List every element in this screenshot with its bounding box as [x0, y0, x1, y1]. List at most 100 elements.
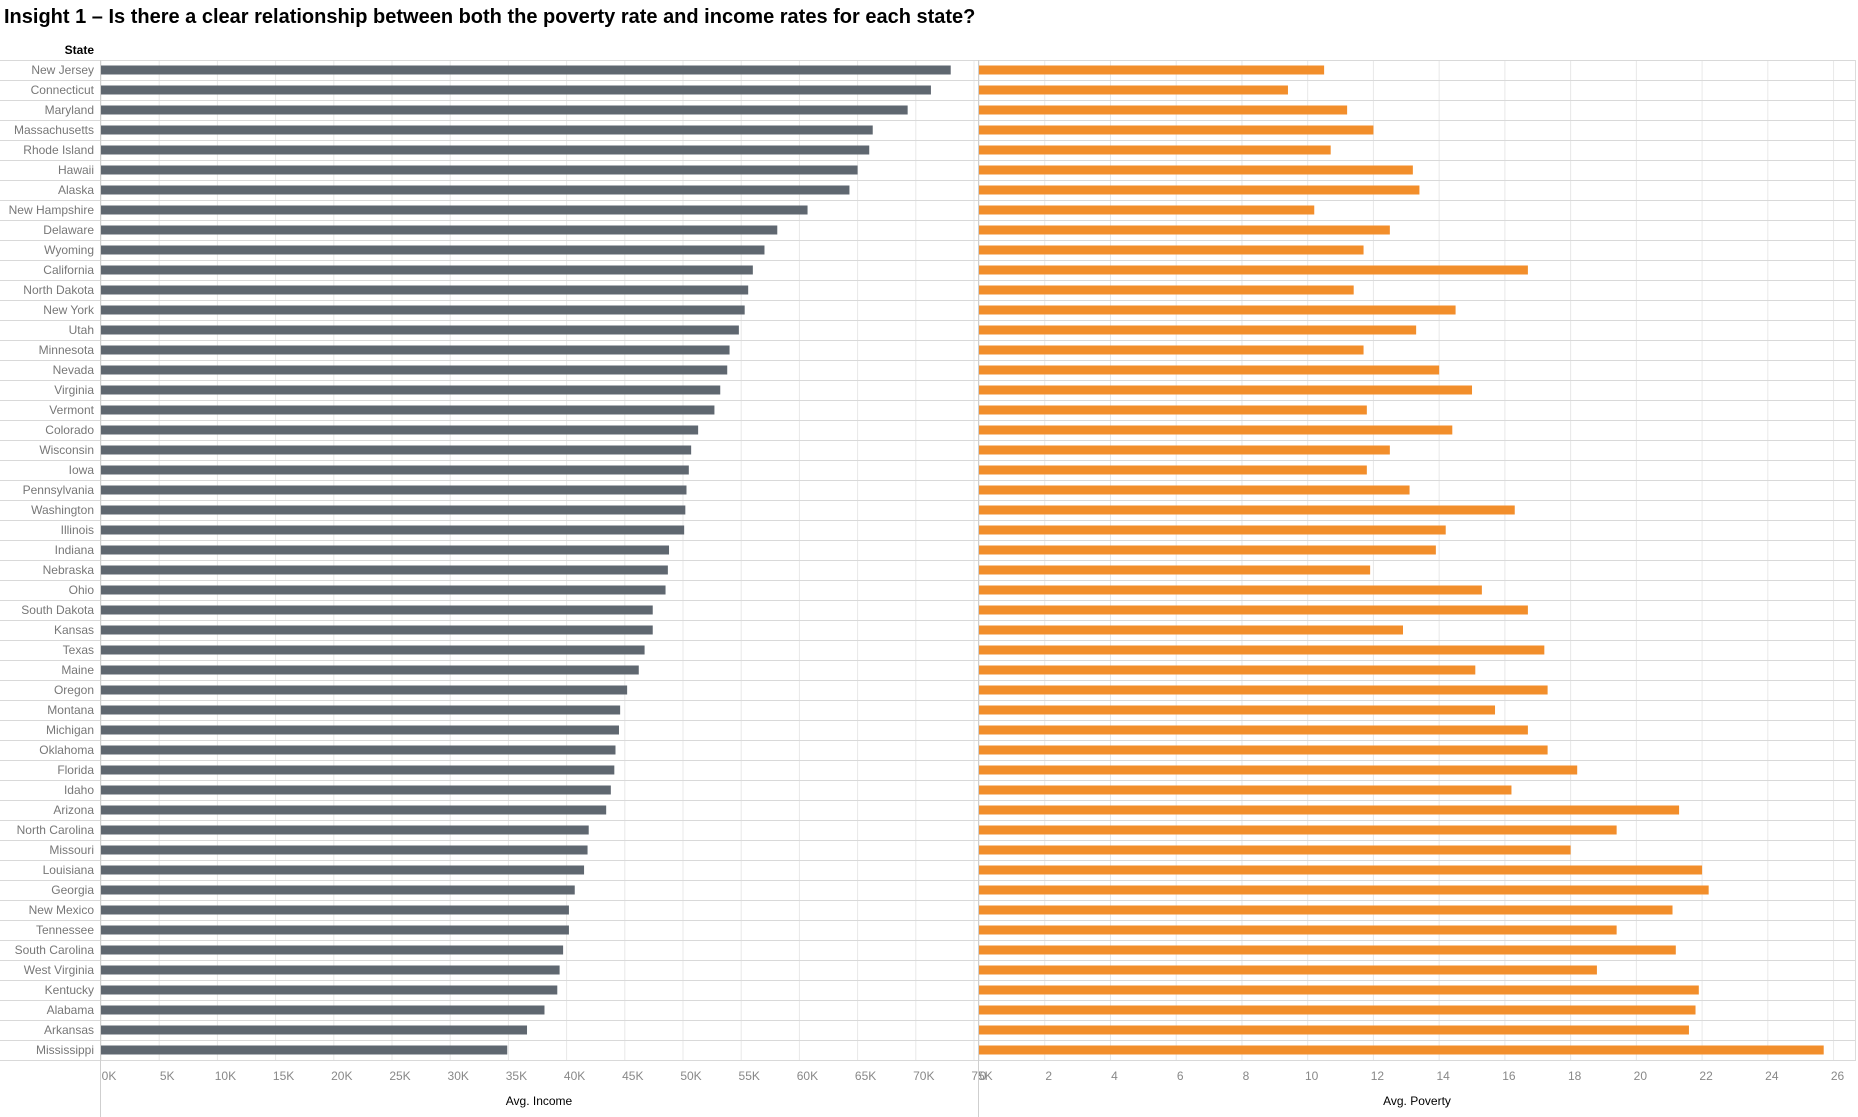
poverty-tick-label: 26 [1831, 1069, 1845, 1083]
state-label: Louisiana [43, 863, 95, 877]
poverty-tick-label: 4 [1111, 1069, 1118, 1083]
poverty-bar [979, 465, 1367, 475]
state-label: Montana [47, 703, 94, 717]
state-label: Florida [57, 763, 94, 777]
poverty-bar [979, 585, 1482, 595]
poverty-bar [979, 385, 1473, 395]
poverty-bar [979, 905, 1673, 915]
poverty-tick-label: 14 [1436, 1069, 1450, 1083]
poverty-bar [979, 205, 1315, 215]
income-bar [101, 905, 569, 915]
poverty-bar [979, 565, 1371, 575]
income-bar [101, 65, 951, 75]
income-tick-label: 20K [331, 1069, 352, 1083]
state-label: Ohio [69, 583, 95, 597]
income-bar [101, 985, 558, 995]
income-bar [101, 885, 575, 895]
income-bar [101, 645, 645, 655]
income-axis-ticks: 0K 5K 10K 15K 20K 25K 30K 35K 40K 45K 50K 55K 60K 65K… [102, 1069, 993, 1083]
state-label: Arkansas [44, 1023, 94, 1037]
income-bar [101, 1005, 545, 1015]
income-tick-label: 70K [913, 1069, 934, 1083]
poverty-bar [979, 225, 1390, 235]
poverty-bar [979, 665, 1476, 675]
poverty-tick-label: 8 [1243, 1069, 1250, 1083]
state-label: South Carolina [15, 943, 95, 957]
poverty-bar [979, 605, 1528, 615]
income-bar [101, 285, 749, 295]
poverty-bar [979, 745, 1548, 755]
state-label: Arizona [53, 803, 94, 817]
state-label: Mississippi [36, 1043, 94, 1057]
poverty-bar [979, 825, 1617, 835]
poverty-bar [979, 1045, 1824, 1055]
poverty-bar [979, 965, 1597, 975]
poverty-bar [979, 705, 1496, 715]
poverty-bar [979, 785, 1512, 795]
state-label: Kansas [54, 623, 94, 637]
state-label: Colorado [45, 423, 94, 437]
income-bar [101, 705, 621, 715]
poverty-bar [979, 325, 1417, 335]
income-tick-label: 60K [797, 1069, 818, 1083]
state-label: Hawaii [58, 163, 94, 177]
income-bar [101, 305, 745, 315]
income-bar [101, 965, 560, 975]
income-tick-label: 35K [506, 1069, 527, 1083]
poverty-bar [979, 1005, 1696, 1015]
state-label: Iowa [69, 463, 95, 477]
poverty-bar [979, 505, 1515, 515]
income-bar [101, 565, 668, 575]
income-tick-label: 10K [215, 1069, 236, 1083]
poverty-bar [979, 285, 1354, 295]
income-bar [101, 425, 699, 435]
poverty-bar [979, 345, 1364, 355]
poverty-bar [979, 925, 1617, 935]
poverty-bar [979, 1025, 1689, 1035]
state-label: California [43, 263, 94, 277]
income-bar [101, 785, 611, 795]
poverty-bar [979, 865, 1703, 875]
poverty-bar [979, 805, 1680, 815]
state-label: Rhode Island [23, 143, 94, 157]
poverty-bar [979, 305, 1456, 315]
income-tick-label: 0K [102, 1069, 117, 1083]
income-tick-label: 45K [622, 1069, 643, 1083]
poverty-tick-label: 10 [1305, 1069, 1319, 1083]
income-bar [101, 845, 588, 855]
poverty-axis-title: Avg. Poverty [1383, 1094, 1451, 1108]
poverty-bar [979, 765, 1578, 775]
income-tick-label: 75K [971, 1069, 992, 1083]
income-bars [101, 65, 951, 1055]
income-bar [101, 245, 765, 255]
poverty-bar [979, 545, 1436, 555]
income-bar [101, 665, 639, 675]
income-bar [101, 185, 850, 195]
poverty-bar [979, 425, 1453, 435]
income-bar [101, 265, 753, 275]
income-tick-label: 15K [273, 1069, 294, 1083]
state-label: Pennsylvania [23, 483, 95, 497]
poverty-tick-label: 22 [1699, 1069, 1713, 1083]
income-tick-label: 50K [680, 1069, 701, 1083]
poverty-tick-label: 16 [1502, 1069, 1516, 1083]
income-bar [101, 605, 653, 615]
income-bar [101, 505, 686, 515]
state-label: Tennessee [36, 923, 94, 937]
income-bar [101, 225, 778, 235]
poverty-tick-label: 6 [1177, 1069, 1184, 1083]
income-bar [101, 85, 931, 95]
poverty-bar [979, 125, 1374, 135]
state-label: Maine [61, 663, 94, 677]
state-label: New Jersey [31, 63, 94, 77]
income-bar [101, 485, 687, 495]
poverty-bar [979, 885, 1709, 895]
state-label: Missouri [49, 843, 94, 857]
poverty-bar [979, 165, 1413, 175]
state-label: Oregon [54, 683, 94, 697]
income-tick-label: 40K [564, 1069, 585, 1083]
state-label: Illinois [61, 523, 94, 537]
state-label: Oklahoma [39, 743, 94, 757]
state-label: North Carolina [17, 823, 95, 837]
